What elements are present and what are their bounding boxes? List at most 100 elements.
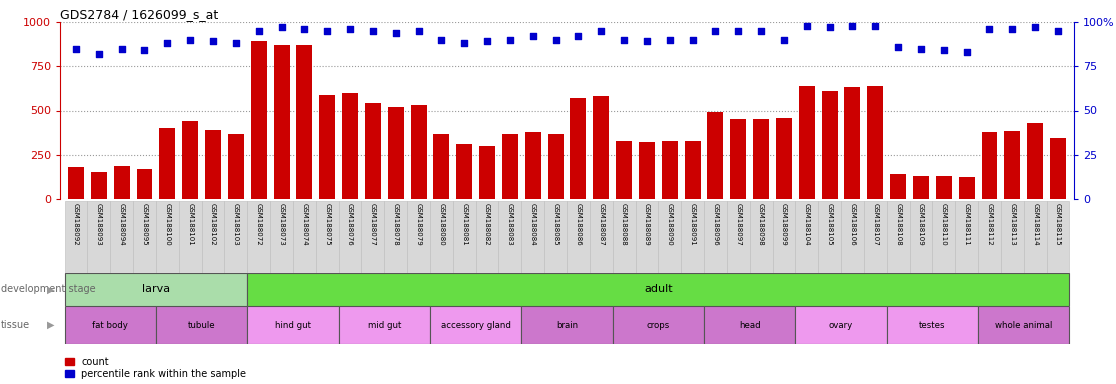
- Point: [912, 45, 930, 51]
- Text: adult: adult: [644, 285, 673, 295]
- Text: GSM188093: GSM188093: [96, 203, 102, 246]
- Text: mid gut: mid gut: [367, 321, 401, 329]
- Point: [935, 47, 953, 53]
- Text: GSM188072: GSM188072: [256, 203, 261, 246]
- Text: GSM188112: GSM188112: [987, 203, 992, 246]
- Bar: [341, 93, 358, 199]
- Bar: [156, 306, 248, 344]
- Point: [684, 36, 702, 43]
- Point: [1027, 24, 1045, 30]
- Bar: [936, 176, 952, 199]
- Bar: [160, 128, 175, 199]
- Bar: [684, 141, 701, 199]
- Point: [958, 49, 975, 55]
- Bar: [1027, 123, 1043, 199]
- Text: GSM188097: GSM188097: [735, 203, 741, 246]
- Bar: [796, 201, 818, 273]
- Bar: [110, 201, 133, 273]
- Text: larva: larva: [142, 285, 170, 295]
- Bar: [730, 119, 747, 199]
- Text: GSM188111: GSM188111: [963, 203, 970, 246]
- Bar: [179, 201, 202, 273]
- Bar: [570, 98, 586, 199]
- Bar: [704, 306, 796, 344]
- Bar: [90, 172, 107, 199]
- Bar: [1023, 201, 1047, 273]
- Text: ovary: ovary: [829, 321, 853, 329]
- Bar: [978, 306, 1069, 344]
- Text: GSM188107: GSM188107: [873, 203, 878, 246]
- Bar: [521, 201, 545, 273]
- Text: GSM188084: GSM188084: [530, 203, 536, 246]
- Point: [455, 40, 473, 46]
- Bar: [270, 201, 292, 273]
- Bar: [133, 201, 156, 273]
- Bar: [433, 134, 450, 199]
- Bar: [248, 273, 1069, 306]
- Bar: [753, 119, 769, 199]
- Text: GSM188075: GSM188075: [325, 203, 330, 246]
- Bar: [156, 201, 179, 273]
- Bar: [365, 103, 381, 199]
- Text: whole animal: whole animal: [995, 321, 1052, 329]
- Bar: [887, 306, 978, 344]
- Bar: [910, 201, 932, 273]
- Bar: [502, 134, 518, 199]
- Text: brain: brain: [556, 321, 578, 329]
- Bar: [224, 201, 248, 273]
- Text: tissue: tissue: [1, 320, 30, 330]
- Text: GSM188083: GSM188083: [507, 203, 513, 246]
- Text: tubule: tubule: [187, 321, 215, 329]
- Bar: [776, 118, 792, 199]
- Bar: [292, 201, 316, 273]
- Bar: [68, 167, 84, 199]
- Text: GSM188113: GSM188113: [1009, 203, 1016, 246]
- Bar: [479, 146, 496, 199]
- Text: GSM188088: GSM188088: [622, 203, 627, 246]
- Text: GSM188086: GSM188086: [576, 203, 581, 246]
- Point: [981, 26, 999, 32]
- Point: [158, 40, 176, 46]
- Text: GSM188076: GSM188076: [347, 203, 353, 246]
- Bar: [273, 45, 289, 199]
- Bar: [521, 306, 613, 344]
- Bar: [384, 201, 407, 273]
- Text: ▶: ▶: [47, 320, 55, 330]
- Point: [798, 23, 816, 29]
- Point: [1049, 28, 1067, 34]
- Text: GSM188103: GSM188103: [233, 203, 239, 246]
- Bar: [248, 201, 270, 273]
- Point: [318, 28, 336, 34]
- Bar: [456, 144, 472, 199]
- Bar: [772, 201, 796, 273]
- Text: GSM188100: GSM188100: [164, 203, 171, 246]
- Bar: [727, 201, 750, 273]
- Bar: [475, 201, 499, 273]
- Bar: [387, 107, 404, 199]
- Bar: [182, 121, 199, 199]
- Point: [844, 23, 862, 29]
- Text: GSM188108: GSM188108: [895, 203, 901, 246]
- Text: GSM188098: GSM188098: [758, 203, 764, 246]
- Bar: [594, 96, 609, 199]
- Text: GSM188096: GSM188096: [712, 203, 719, 246]
- Bar: [613, 306, 704, 344]
- Point: [615, 36, 633, 43]
- Bar: [681, 201, 704, 273]
- Point: [820, 24, 838, 30]
- Point: [67, 45, 85, 51]
- Bar: [821, 91, 838, 199]
- Text: GSM188109: GSM188109: [918, 203, 924, 246]
- Point: [866, 23, 884, 29]
- Point: [113, 45, 131, 51]
- Text: GSM188094: GSM188094: [118, 203, 125, 246]
- Point: [227, 40, 244, 46]
- Bar: [658, 201, 681, 273]
- Point: [410, 28, 427, 34]
- Point: [204, 38, 222, 45]
- Text: GSM188106: GSM188106: [849, 203, 856, 246]
- Text: testes: testes: [920, 321, 945, 329]
- Bar: [978, 201, 1001, 273]
- Bar: [205, 130, 221, 199]
- Point: [775, 36, 792, 43]
